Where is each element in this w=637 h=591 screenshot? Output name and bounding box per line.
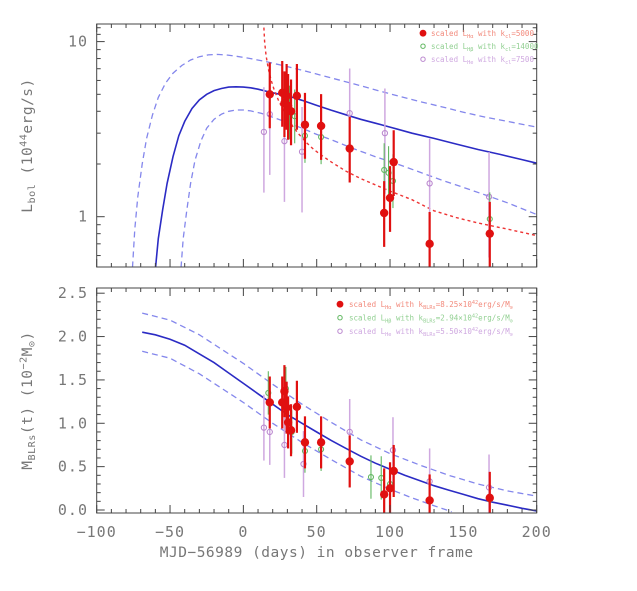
halpha-point <box>300 120 310 129</box>
hbeta-point <box>367 473 375 481</box>
mass-ticks <box>96 288 538 513</box>
he-point <box>260 424 268 431</box>
panel-mass: 0.0 0.5 1.0 1.5 2.0 2.5 MBLRs(t) (10−2M⊙) scale… <box>19 284 538 519</box>
panel-luminosity: 1 10 Lbol (1044erg/s) scaled LHα with kcl=5… <box>19 23 539 268</box>
halpha-series <box>265 60 494 267</box>
model-lower-dashed <box>180 109 537 267</box>
y-tick-label: 10 <box>68 33 88 51</box>
mass-upper-dashed <box>142 312 537 497</box>
halpha-point <box>345 144 354 153</box>
halpha-point <box>300 438 310 447</box>
hbeta-point <box>381 166 388 173</box>
halpha-point <box>316 121 326 131</box>
legend-marker-halpha <box>419 29 427 37</box>
mass-solid <box>142 331 537 512</box>
halpha-point <box>282 91 291 101</box>
he-point <box>260 128 268 136</box>
x-axis-label: MJD−56989 (days) in observer frame <box>160 545 474 561</box>
y-tick-label: 1 <box>78 208 88 226</box>
he-point <box>346 428 353 436</box>
y-tick-label: 2.0 <box>58 328 88 346</box>
he-point <box>346 110 353 117</box>
luminosity-data-area <box>131 24 537 267</box>
hbeta-series <box>282 72 493 247</box>
he-point <box>426 180 433 187</box>
legend-marker-he <box>337 328 343 334</box>
halpha-point <box>280 386 289 396</box>
x-tick-label: 50 <box>307 523 327 541</box>
legend-marker-he <box>420 56 426 62</box>
model-solid <box>154 85 537 267</box>
he-point <box>266 428 273 436</box>
x-axis-labels: −100 −50 0 50 100 150 200 MJD−56989 (days) in o… <box>77 523 552 561</box>
x-tick-label: −100 <box>77 523 117 541</box>
y-tick-label: 2.5 <box>58 284 88 302</box>
he-point <box>381 130 389 137</box>
x-tick-label: −50 <box>155 523 185 541</box>
halpha-point <box>385 484 395 493</box>
he-point <box>300 460 307 468</box>
y-tick-label: 1.0 <box>58 414 88 432</box>
legend-label-hbeta: scaled LHβ with kBLRs=2.94×1042erg/s/M⊙ <box>349 314 513 325</box>
luminosity-legend: scaled LHα with kcl=5000 scaled LHβ with … <box>419 29 539 66</box>
hbeta-series <box>265 366 493 513</box>
y-tick-label: 0.5 <box>58 458 88 476</box>
y-tick-label: 0.0 <box>58 501 88 519</box>
model-upper-dashed <box>131 53 537 267</box>
x-tick-label: 150 <box>448 523 478 541</box>
halpha-point <box>286 107 296 116</box>
he-point <box>281 138 288 145</box>
halpha-point <box>379 208 389 218</box>
y-tick-label: 1.5 <box>58 371 88 389</box>
y-axis-label-mass: MBLRs(t) (10−2M⊙) <box>19 331 39 470</box>
halpha-point <box>485 493 494 503</box>
halpha-point <box>425 496 434 505</box>
halpha-point <box>283 418 293 427</box>
halpha-point <box>292 91 302 101</box>
y-axis-label-luminosity: Lbol (1044erg/s) <box>19 78 39 213</box>
halpha-point <box>286 426 296 435</box>
tde-decline-dotted <box>263 24 537 237</box>
halpha-series <box>265 365 494 513</box>
legend-label-halpha: scaled LHα with kcl=5000 <box>431 29 534 40</box>
halpha-point <box>282 403 291 412</box>
legend-label-he: scaled LHe with kBLRs=5.50×1042erg/s/M⊙ <box>349 327 513 338</box>
legend-marker-hbeta <box>420 43 426 49</box>
legend-label-hbeta: scaled LHβ with kcl=14000 <box>431 42 539 53</box>
halpha-point <box>379 490 389 499</box>
halpha-point <box>389 466 398 476</box>
halpha-point <box>385 193 395 203</box>
halpha-point <box>316 438 326 447</box>
halpha-point <box>265 398 274 407</box>
mass-data-area <box>142 312 537 513</box>
legend-marker-hbeta <box>337 315 343 321</box>
x-tick-label: 200 <box>522 523 552 541</box>
legend-marker-halpha <box>336 300 344 308</box>
halpha-point <box>485 229 494 238</box>
he-point <box>485 193 493 200</box>
legend-label-he: scaled LHe with kcl=7500 <box>431 55 534 66</box>
halpha-point <box>292 402 302 412</box>
halpha-point <box>389 157 398 167</box>
x-tick-label: 100 <box>375 523 405 541</box>
luminosity-ticks <box>96 24 538 267</box>
mass-legend: scaled LHα with kBLRs=8.25×1042erg/s/M⊙ s… <box>336 300 513 338</box>
halpha-point <box>345 457 354 466</box>
x-tick-label: 0 <box>238 523 248 541</box>
legend-label-halpha: scaled LHα with kBLRs=8.25×1042erg/s/M⊙ <box>349 300 513 311</box>
halpha-point <box>425 239 434 249</box>
halpha-point <box>265 90 274 99</box>
